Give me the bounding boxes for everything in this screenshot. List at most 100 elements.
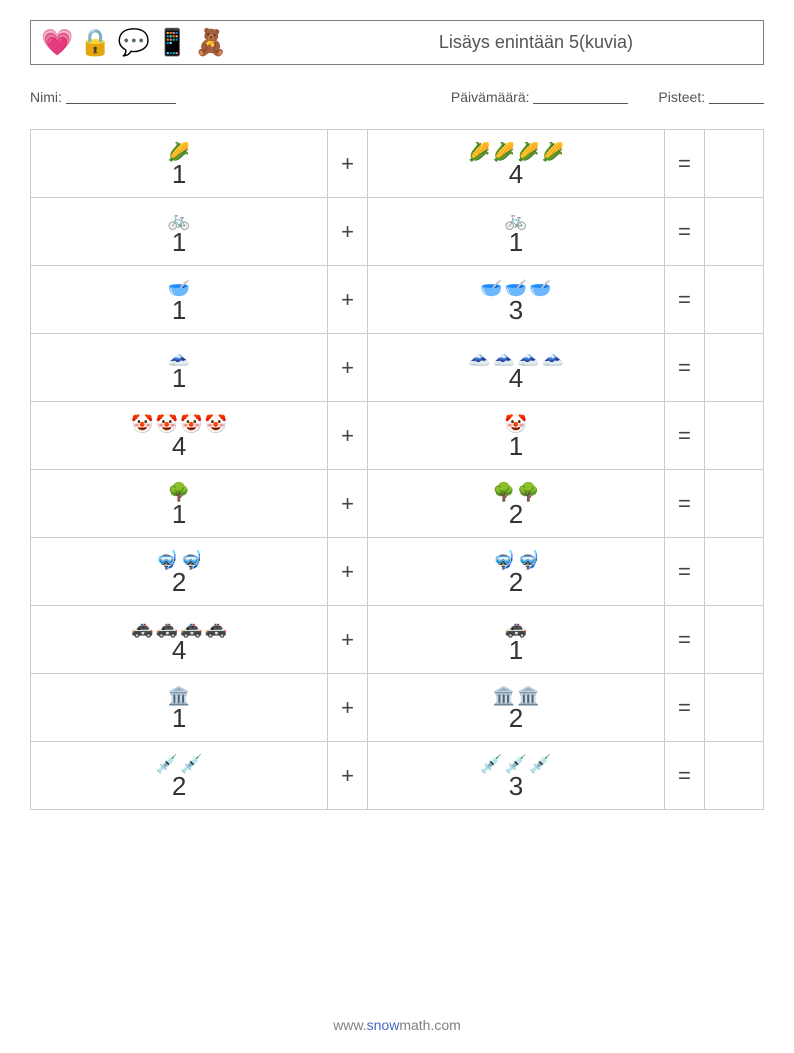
right-cell: 🤡1 [367,402,664,470]
plus-cell: + [328,402,368,470]
count-icon: 🌽 [468,143,490,161]
table-row: 💉💉2+💉💉💉3= [31,742,764,810]
answer-cell[interactable] [704,606,763,674]
count-icon: 🤿 [156,551,178,569]
name-blank [66,92,176,104]
footer-prefix: www. [333,1017,366,1033]
footer: www.snowmath.com [0,1017,794,1033]
equals-cell: = [665,266,705,334]
count-icon: 🌳 [517,483,539,501]
equals-cell: = [665,130,705,198]
meta-date: Päivämäärä: [451,89,628,105]
left-cell: 🗻1 [31,334,328,402]
count-icon: 🚓 [205,619,227,637]
table-row: 🌽1+🌽🌽🌽🌽4= [31,130,764,198]
count-icon: 🥣 [505,279,527,297]
right-cell: 🌳🌳2 [367,470,664,538]
right-number: 4 [509,161,523,187]
right-number: 1 [509,433,523,459]
count-icon: 🌽 [493,143,515,161]
table-row: 🌳1+🌳🌳2= [31,470,764,538]
left-number: 4 [172,637,186,663]
table-row: 🗻1+🗻🗻🗻🗻4= [31,334,764,402]
header-icon: 💬 [118,27,150,58]
table-row: 🚲1+🚲1= [31,198,764,266]
answer-cell[interactable] [704,538,763,606]
count-icon: 🌽 [168,143,190,161]
plus-cell: + [328,334,368,402]
right-number: 2 [509,569,523,595]
right-number: 4 [509,365,523,391]
count-icon: 🌳 [168,483,190,501]
count-icon: 🤡 [180,415,202,433]
equals-cell: = [665,402,705,470]
count-icon: 🗻 [168,347,190,365]
equals-cell: = [665,538,705,606]
header-title: Lisäys enintään 5(kuvia) [439,32,753,53]
right-number: 2 [509,501,523,527]
answer-cell[interactable] [704,198,763,266]
right-number: 3 [509,297,523,323]
footer-brand: snow [367,1017,400,1033]
left-number: 1 [172,229,186,255]
header-icon: 📱 [156,27,188,58]
count-icon: 🚓 [131,619,153,637]
equals-cell: = [665,198,705,266]
equals-cell: = [665,470,705,538]
answer-cell[interactable] [704,334,763,402]
count-icon: 🤡 [131,415,153,433]
answer-cell[interactable] [704,402,763,470]
left-cell: 🌽1 [31,130,328,198]
answer-cell[interactable] [704,674,763,742]
left-number: 1 [172,365,186,391]
count-icon: 🗻 [493,347,515,365]
right-cell: 🥣🥣🥣3 [367,266,664,334]
right-number: 1 [509,637,523,663]
table-row: 🤿🤿2+🤿🤿2= [31,538,764,606]
count-icon: 🌽 [541,143,563,161]
date-blank [533,92,628,104]
count-icon: 💉 [505,755,527,773]
header-icon: 🧸 [195,27,227,58]
left-cell: 💉💉2 [31,742,328,810]
right-cell: 🌽🌽🌽🌽4 [367,130,664,198]
count-icon: 🏛️ [493,687,515,705]
count-icon: 🥣 [168,279,190,297]
left-number: 1 [172,161,186,187]
score-label: Pisteet: [658,89,705,105]
count-icon: 💉 [529,755,551,773]
count-icon: 🚲 [505,211,527,229]
left-number: 2 [172,569,186,595]
count-icon: 🤿 [517,551,539,569]
right-cell: 🚲1 [367,198,664,266]
count-icon: 🥣 [529,279,551,297]
name-label: Nimi: [30,89,62,105]
answer-cell[interactable] [704,742,763,810]
table-row: 🤡🤡🤡🤡4+🤡1= [31,402,764,470]
count-icon: 🚓 [505,619,527,637]
header-icon: 🔒 [79,27,111,58]
plus-cell: + [328,198,368,266]
count-icon: 🚓 [180,619,202,637]
answer-cell[interactable] [704,470,763,538]
count-icon: 🚲 [168,211,190,229]
left-number: 1 [172,501,186,527]
right-number: 2 [509,705,523,731]
meta-name: Nimi: [30,89,176,105]
date-label: Päivämäärä: [451,89,530,105]
answer-cell[interactable] [704,130,763,198]
count-icon: 🤡 [505,415,527,433]
left-number: 2 [172,773,186,799]
left-cell: 🤡🤡🤡🤡4 [31,402,328,470]
answer-cell[interactable] [704,266,763,334]
plus-cell: + [328,266,368,334]
left-cell: 🥣1 [31,266,328,334]
equals-cell: = [665,674,705,742]
count-icon: 💉 [156,755,178,773]
count-icon: 🗻 [468,347,490,365]
left-number: 1 [172,705,186,731]
count-icon: 🌳 [493,483,515,501]
table-row: 🚓🚓🚓🚓4+🚓1= [31,606,764,674]
table-row: 🏛️1+🏛️🏛️2= [31,674,764,742]
count-icon: 🤡 [205,415,227,433]
